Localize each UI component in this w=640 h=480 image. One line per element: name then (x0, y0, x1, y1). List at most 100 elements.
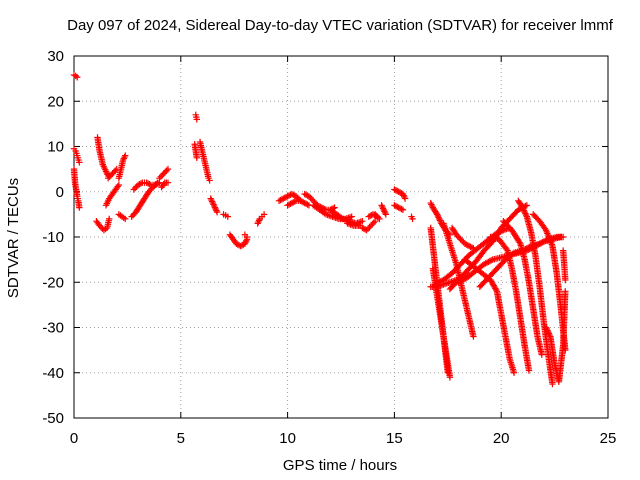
data-point (237, 242, 244, 250)
series-arc-16 (196, 138, 213, 184)
data-point (210, 201, 217, 208)
data-point (72, 72, 79, 80)
data-point (136, 181, 143, 188)
data-point (455, 234, 463, 241)
data-point (308, 196, 316, 203)
data-point (242, 239, 249, 246)
data-point (457, 236, 464, 243)
data-point (459, 276, 466, 284)
data-point (461, 240, 469, 247)
series-arc-44 (461, 256, 518, 376)
data-point (132, 184, 139, 192)
data-point (401, 193, 408, 201)
data-point (119, 156, 127, 164)
data-point (392, 202, 400, 210)
data-point (277, 196, 284, 204)
data-point (146, 181, 153, 188)
data-point (208, 198, 216, 205)
data-point (130, 186, 138, 193)
data-point (401, 195, 409, 202)
data-point (399, 190, 407, 198)
series-arc-9 (115, 211, 129, 223)
data-point (464, 242, 471, 249)
data-point (399, 206, 407, 214)
data-point (161, 168, 169, 176)
data-point (211, 202, 218, 210)
data-point (280, 195, 287, 202)
data-point (212, 205, 219, 213)
data-point (151, 181, 159, 189)
series-arc-47 (500, 217, 545, 358)
data-point (114, 183, 121, 190)
data-point (559, 233, 567, 241)
data-point (516, 239, 523, 246)
data-point (304, 201, 311, 208)
data-point (562, 288, 569, 295)
data-point (510, 369, 518, 376)
data-point (433, 211, 441, 218)
data-point (544, 328, 552, 336)
data-point (260, 211, 268, 218)
data-point (302, 191, 310, 198)
data-point (331, 204, 338, 211)
data-point (211, 204, 219, 211)
data-point (543, 325, 550, 333)
data-point (107, 171, 115, 179)
data-point (106, 215, 113, 223)
data-point (156, 174, 163, 182)
data-point (395, 204, 402, 211)
data-point (562, 276, 569, 284)
data-point (76, 159, 83, 166)
data-point (285, 192, 293, 199)
data-point (525, 367, 533, 374)
data-point (483, 259, 491, 266)
data-point (381, 209, 389, 217)
data-point (224, 213, 231, 220)
data-point (536, 240, 543, 247)
y-tick-label: -30 (42, 320, 64, 337)
data-point (241, 240, 249, 247)
data-point (297, 197, 304, 204)
data-point (394, 187, 401, 195)
data-point (539, 239, 546, 246)
data-point (97, 223, 105, 231)
data-point (157, 173, 165, 180)
data-point (433, 280, 440, 287)
series-arc-30 (378, 202, 390, 218)
data-point (275, 197, 283, 204)
series-arc-1 (70, 145, 83, 166)
series-arc-21 (254, 211, 268, 227)
data-point (428, 201, 435, 208)
data-point (148, 185, 155, 192)
data-point (301, 199, 308, 207)
data-point (371, 217, 379, 225)
data-point (104, 174, 112, 182)
data-point (380, 206, 387, 214)
x-tick-label: 15 (386, 430, 403, 447)
data-point (366, 223, 373, 231)
data-point (381, 208, 388, 215)
y-tick-label: -20 (42, 274, 64, 291)
data-point (437, 278, 444, 285)
data-point (367, 222, 375, 229)
data-point (522, 211, 530, 219)
data-point (467, 243, 474, 251)
series-arc-14 (192, 111, 201, 123)
data-point (519, 204, 526, 211)
data-point (121, 153, 128, 161)
x-tick-label: 0 (70, 430, 78, 447)
data-point (362, 226, 369, 233)
data-point (436, 217, 444, 224)
data-point (366, 212, 374, 220)
data-point (302, 200, 310, 208)
data-point (164, 165, 172, 173)
data-point (376, 215, 383, 223)
data-point (365, 213, 372, 220)
data-point (540, 238, 548, 245)
data-point (305, 193, 313, 200)
data-point (458, 277, 465, 284)
data-point (359, 224, 366, 232)
data-point (109, 170, 116, 177)
data-point (427, 199, 434, 207)
